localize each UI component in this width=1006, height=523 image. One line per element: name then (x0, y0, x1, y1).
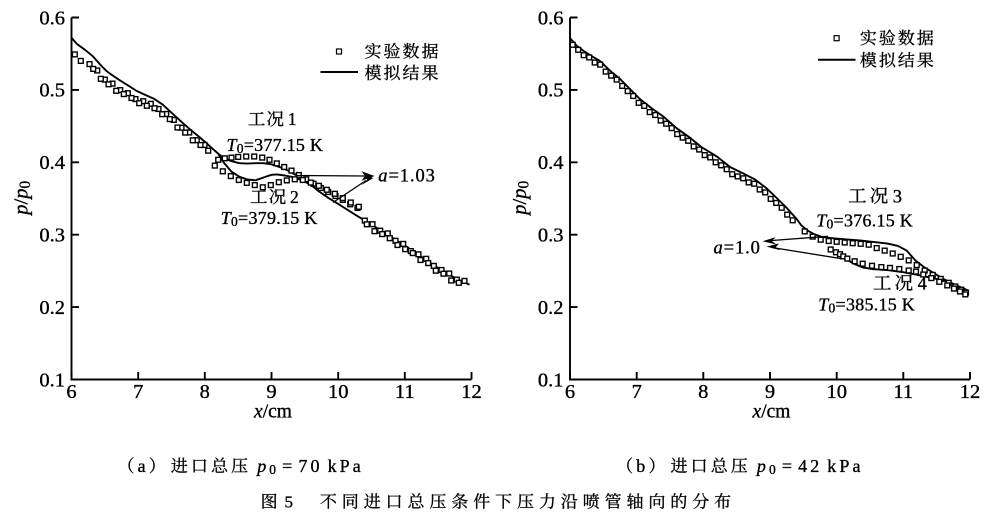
svg-text:x: x (253, 402, 263, 423)
svg-text:0: 0 (829, 301, 836, 316)
svg-text:=: = (782, 456, 795, 476)
svg-text:0.2: 0.2 (538, 297, 564, 319)
svg-text:0: 0 (17, 180, 34, 188)
svg-text:0.4: 0.4 (538, 152, 564, 174)
svg-text:a: a (714, 239, 724, 259)
svg-text:T: T (221, 208, 233, 228)
svg-text:0.3: 0.3 (39, 225, 65, 247)
svg-text:a: a (138, 456, 149, 476)
svg-text:0.6: 0.6 (538, 7, 564, 29)
svg-text:p: p (11, 204, 33, 216)
svg-text:4: 4 (918, 275, 927, 295)
svg-text:0.2: 0.2 (39, 297, 65, 319)
svg-text:0: 0 (237, 141, 244, 156)
svg-text:/: / (509, 198, 531, 204)
svg-text:0.1: 0.1 (39, 369, 65, 391)
svg-text:=385.15 K: =385.15 K (836, 295, 915, 315)
svg-text:7: 7 (133, 381, 143, 403)
svg-text:T: T (818, 295, 830, 315)
svg-text:0.3: 0.3 (538, 225, 564, 247)
svg-text:p: p (255, 456, 269, 476)
svg-text:6: 6 (66, 381, 76, 403)
svg-text:=376.15 K: =376.15 K (834, 211, 913, 231)
svg-text:0.5: 0.5 (538, 80, 564, 102)
svg-text:8: 8 (200, 381, 210, 403)
svg-text:0: 0 (269, 462, 276, 477)
svg-text:=1.0: =1.0 (724, 239, 761, 259)
svg-text:=379.15 K: =379.15 K (238, 208, 317, 228)
svg-text:a: a (378, 166, 388, 186)
svg-text:12: 12 (960, 381, 981, 403)
svg-text:x: x (752, 402, 762, 423)
svg-text:=377.15 K: =377.15 K (244, 135, 323, 155)
svg-text:9: 9 (266, 381, 276, 403)
svg-text:kPa: kPa (827, 456, 863, 476)
svg-text:6: 6 (565, 381, 575, 403)
svg-text:9: 9 (765, 381, 775, 403)
svg-text:p: p (755, 456, 769, 476)
svg-text:0.1: 0.1 (538, 369, 564, 391)
svg-text:0.6: 0.6 (39, 7, 65, 29)
svg-text:kPa: kPa (328, 456, 364, 476)
svg-text:=1.03: =1.03 (388, 166, 435, 186)
svg-text:/cm: /cm (761, 402, 790, 423)
svg-text:10: 10 (826, 381, 847, 403)
svg-text:0: 0 (769, 462, 776, 477)
svg-text:0: 0 (231, 214, 238, 229)
svg-text:11: 11 (395, 381, 415, 403)
svg-text:12: 12 (461, 381, 482, 403)
svg-text:70: 70 (298, 456, 322, 476)
svg-text:0.4: 0.4 (39, 152, 65, 174)
svg-text:/: / (11, 198, 33, 204)
svg-text:0: 0 (827, 217, 834, 232)
svg-text:b: b (636, 456, 648, 476)
svg-text:42: 42 (798, 456, 822, 476)
svg-text:2: 2 (290, 187, 299, 207)
svg-text:10: 10 (328, 381, 349, 403)
svg-text:3: 3 (893, 187, 902, 207)
svg-text:8: 8 (698, 381, 708, 403)
svg-text:7: 7 (632, 381, 642, 403)
svg-text:T: T (227, 135, 239, 155)
svg-text:=: = (282, 456, 295, 476)
svg-text:5: 5 (285, 493, 298, 512)
svg-text:p: p (11, 188, 33, 200)
svg-text:0.5: 0.5 (39, 80, 65, 102)
svg-text:0: 0 (515, 180, 532, 188)
svg-text:p: p (509, 188, 531, 200)
svg-text:1: 1 (288, 109, 297, 129)
svg-text:T: T (816, 211, 828, 231)
svg-text:11: 11 (893, 381, 913, 403)
svg-text:p: p (509, 204, 531, 216)
svg-text:/cm: /cm (263, 402, 292, 423)
